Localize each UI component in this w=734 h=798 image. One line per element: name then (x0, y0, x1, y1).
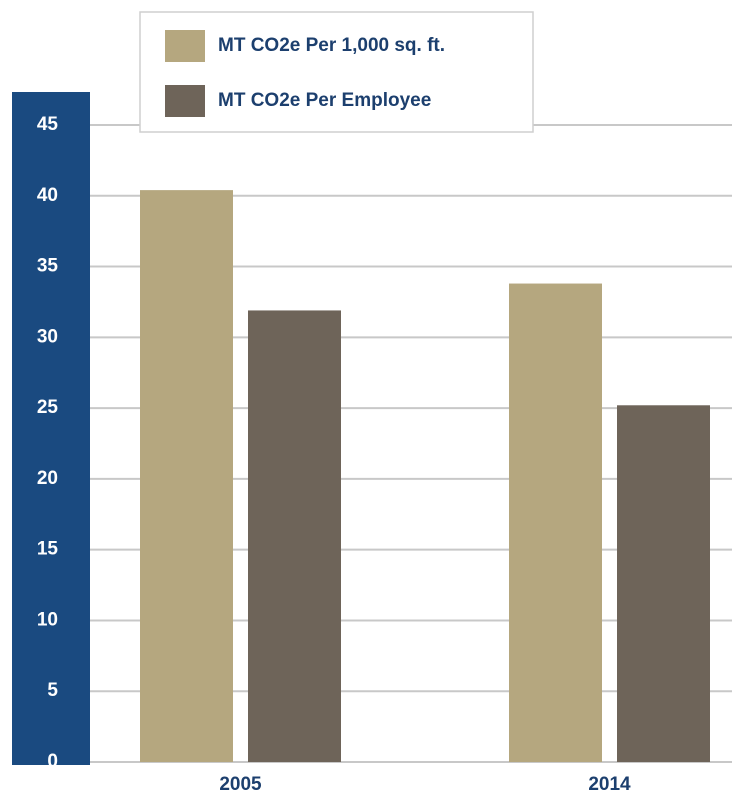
bar (617, 405, 710, 762)
y-tick-label: 20 (37, 468, 58, 489)
x-tick-label: 2005 (219, 774, 262, 795)
legend-label: MT CO2e Per Employee (218, 90, 431, 111)
legend-label: MT CO2e Per 1,000 sq. ft. (218, 35, 445, 56)
bar (248, 310, 341, 762)
legend-swatch (165, 85, 205, 117)
bar (509, 283, 602, 762)
bar (140, 190, 233, 763)
y-tick-label: 5 (47, 680, 58, 701)
legend-box (139, 11, 534, 133)
y-tick-label: 30 (37, 326, 58, 347)
y-tick-label: 10 (37, 609, 58, 630)
x-tick-label: 2014 (588, 774, 631, 795)
legend-swatch (165, 30, 205, 62)
y-tick-label: 35 (37, 256, 59, 277)
y-tick-label: 45 (37, 114, 59, 135)
y-tick-label: 40 (37, 185, 58, 206)
y-tick-label: 25 (37, 397, 59, 418)
y-axis-panel (12, 92, 90, 765)
y-tick-label: 0 (47, 751, 58, 772)
y-tick-label: 15 (37, 539, 59, 560)
